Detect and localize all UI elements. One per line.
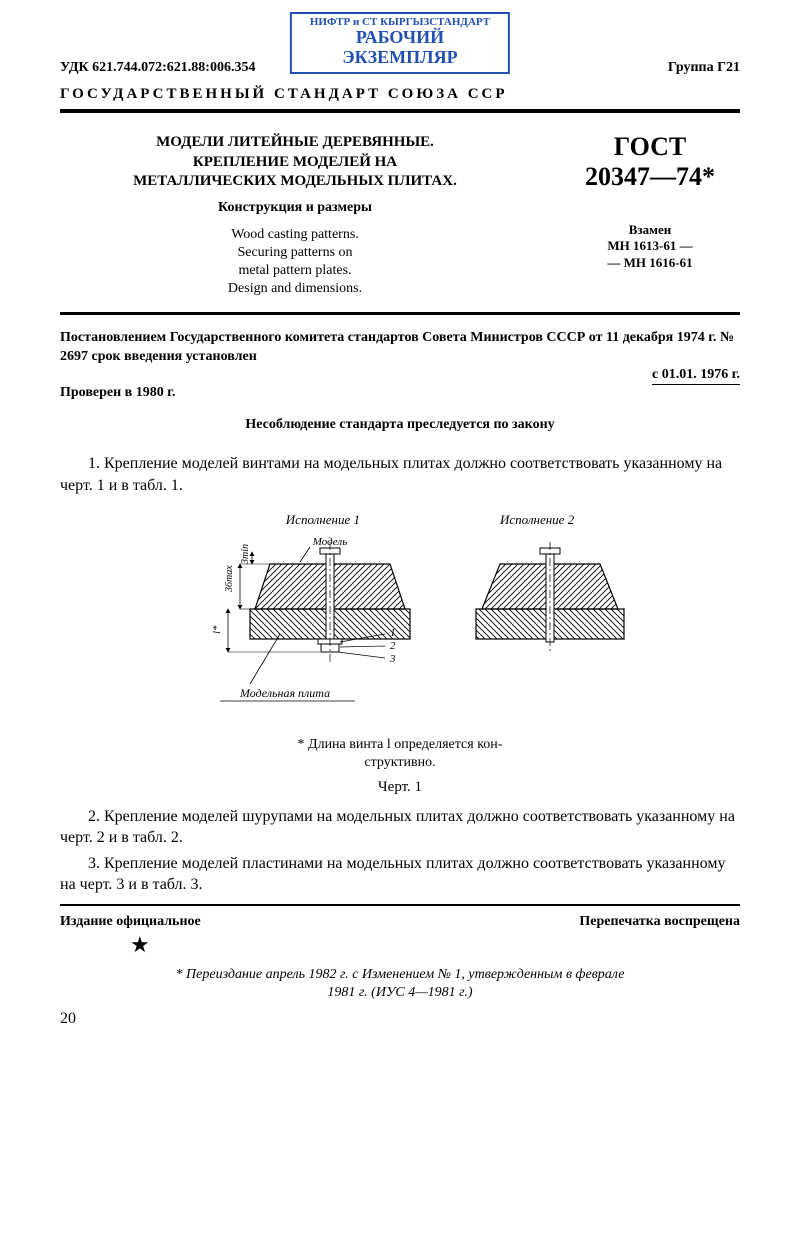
title-en4: Design and dimensions. bbox=[60, 280, 530, 298]
rule-top bbox=[60, 109, 740, 113]
figure-variant-labels: Исполнение 1 Исполнение 2 bbox=[60, 512, 740, 528]
title-en: Wood casting patterns. Securing patterns… bbox=[60, 226, 530, 299]
title-line2: КРЕПЛЕНИЕ МОДЕЛЕЙ НА bbox=[60, 153, 530, 173]
para-1: 1. Крепление моделей винтами на модельны… bbox=[60, 453, 740, 496]
udk-code: УДК 621.744.072:621.88:006.354 bbox=[60, 60, 255, 76]
rule-footer bbox=[60, 904, 740, 906]
svg-text:1: 1 bbox=[390, 627, 396, 639]
figure-drawing: Модель 36max 3min l* 1 2 3 Модельная пли… bbox=[160, 534, 640, 724]
title-en2: Securing patterns on bbox=[60, 244, 530, 262]
replace-block: Взамен МН 1613-61 — — МН 1616-61 bbox=[560, 222, 740, 273]
svg-text:3min: 3min bbox=[240, 544, 251, 565]
title-line3: МЕТАЛЛИЧЕСКИХ МОДЕЛЬНЫХ ПЛИТАХ. bbox=[60, 172, 530, 192]
figure-note-text: * Длина винта l определяется кон- структ… bbox=[298, 737, 503, 770]
replace-1: МН 1613-61 — bbox=[560, 238, 740, 255]
gost-number: 20347—74* bbox=[560, 162, 740, 192]
page-number: 20 bbox=[60, 1010, 740, 1028]
figure-area: Исполнение 1 Исполнение 2 bbox=[60, 512, 740, 795]
decree-date: с 01.01. 1976 г. bbox=[652, 367, 740, 385]
stamp-line1: РАБОЧИЙ bbox=[310, 28, 490, 48]
svg-text:2: 2 bbox=[390, 640, 396, 652]
svg-text:3: 3 bbox=[389, 653, 396, 665]
variant2-label: Исполнение 2 bbox=[500, 512, 574, 528]
law-warning: Несоблюдение стандарта преследуется по з… bbox=[60, 417, 740, 433]
figure-note: * Длина винта l определяется кон- структ… bbox=[220, 736, 580, 772]
title-left: МОДЕЛИ ЛИТЕЙНЫЕ ДЕРЕВЯННЫЕ. КРЕПЛЕНИЕ МО… bbox=[60, 133, 530, 298]
svg-text:Модель: Модель bbox=[312, 536, 347, 548]
reissue-note: * Переиздание апрель 1982 г. с Изменение… bbox=[175, 966, 625, 1002]
para-3: 3. Крепление моделей пластинами на модел… bbox=[60, 853, 740, 896]
title-sub: Конструкция и размеры bbox=[60, 200, 530, 216]
footer-row: Издание официальное Перепечатка воспреще… bbox=[60, 914, 740, 930]
decree-text: Постановлением Государственного комитета… bbox=[60, 329, 740, 367]
gost-block: ГОСТ 20347—74* Взамен МН 1613-61 — — МН … bbox=[560, 133, 740, 298]
replace-2: — МН 1616-61 bbox=[560, 255, 740, 272]
gost-label: ГОСТ bbox=[560, 133, 740, 162]
replace-label: Взамен bbox=[560, 222, 740, 239]
title-en3: metal pattern plates. bbox=[60, 262, 530, 280]
checked-year: Проверен в 1980 г. bbox=[60, 385, 740, 401]
stamp-box: НИФТР и СТ КЫРГЫЗСТАНДАРТ РАБОЧИЙ ЭКЗЕМП… bbox=[290, 12, 510, 74]
footer-right: Перепечатка воспрещена bbox=[579, 914, 740, 930]
svg-text:l*: l* bbox=[211, 625, 223, 634]
svg-text:36max: 36max bbox=[224, 565, 235, 593]
svg-text:Модельная плита: Модельная плита bbox=[239, 686, 330, 700]
variant1-label: Исполнение 1 bbox=[286, 512, 360, 528]
rule-mid bbox=[60, 312, 740, 315]
stamp-line2: ЭКЗЕМПЛЯР bbox=[310, 48, 490, 68]
group-code: Группа Г21 bbox=[668, 60, 740, 76]
footer-left: Издание официальное bbox=[60, 914, 201, 930]
title-en1: Wood casting patterns. bbox=[60, 226, 530, 244]
figure-caption: Черт. 1 bbox=[60, 779, 740, 796]
banner-title: ГОСУДАРСТВЕННЫЙ СТАНДАРТ СОЮЗА ССР bbox=[60, 86, 740, 103]
title-line1: МОДЕЛИ ЛИТЕЙНЫЕ ДЕРЕВЯННЫЕ. bbox=[60, 133, 530, 153]
title-block: МОДЕЛИ ЛИТЕЙНЫЕ ДЕРЕВЯННЫЕ. КРЕПЛЕНИЕ МО… bbox=[60, 133, 740, 298]
star-icon: ★ bbox=[130, 932, 740, 958]
para-2: 2. Крепление моделей шурупами на модельн… bbox=[60, 806, 740, 849]
